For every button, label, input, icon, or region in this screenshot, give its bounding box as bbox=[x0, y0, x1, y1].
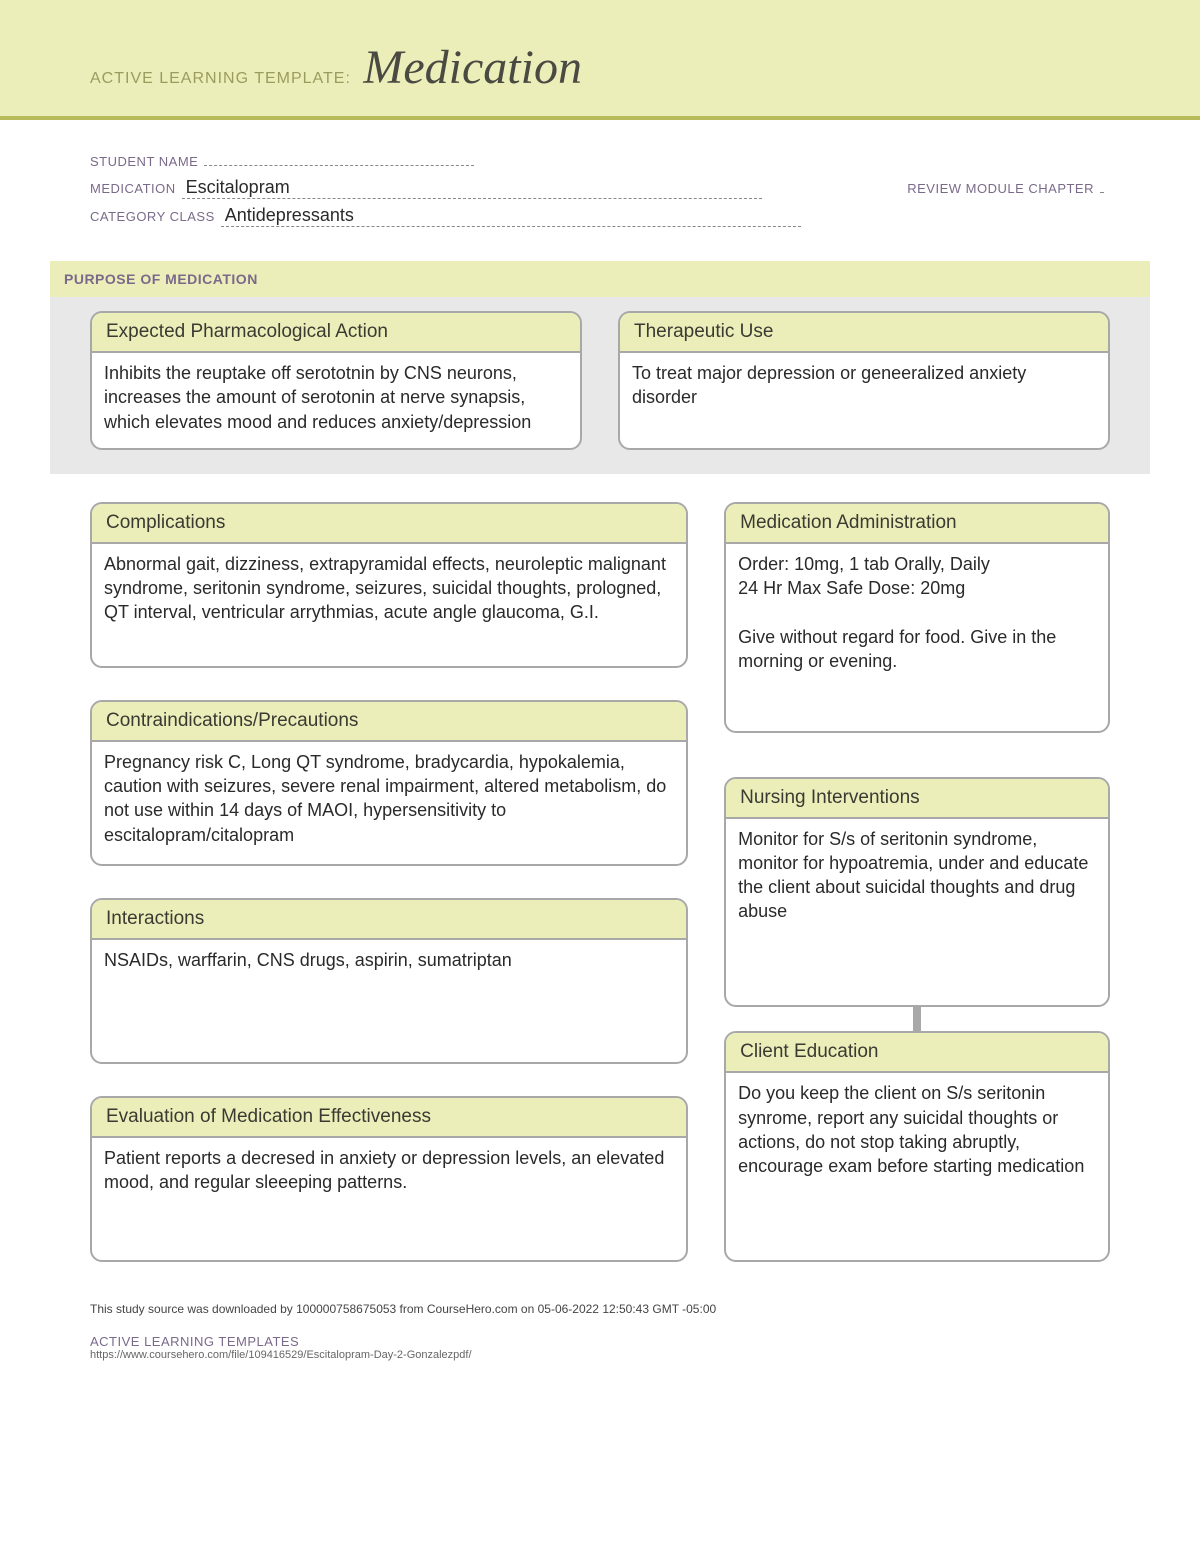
student-name-field[interactable] bbox=[204, 148, 474, 166]
contraindications-title: Contraindications/Precautions bbox=[92, 702, 686, 742]
client-education-title: Client Education bbox=[726, 1033, 1108, 1073]
right-column: Medication Administration Order: 10mg, 1… bbox=[724, 502, 1110, 1262]
connector-line bbox=[913, 1007, 921, 1031]
interactions-body: NSAIDs, warffarin, CNS drugs, aspirin, s… bbox=[92, 940, 686, 1050]
medication-admin-card: Medication Administration Order: 10mg, 1… bbox=[724, 502, 1110, 733]
medication-admin-title: Medication Administration bbox=[726, 504, 1108, 544]
therapeutic-use-card: Therapeutic Use To treat major depressio… bbox=[618, 311, 1110, 450]
purpose-section: PURPOSE OF MEDICATION Expected Pharmacol… bbox=[50, 261, 1150, 474]
therapeutic-use-title: Therapeutic Use bbox=[620, 313, 1108, 353]
review-chapter-field[interactable] bbox=[1100, 175, 1104, 193]
client-education-body: Do you keep the client on S/s seritonin … bbox=[726, 1073, 1108, 1262]
nursing-interventions-card: Nursing Interventions Monitor for S/s of… bbox=[724, 777, 1110, 1008]
page-footer: This study source was downloaded by 1000… bbox=[90, 1302, 1110, 1361]
nursing-interventions-body: Monitor for S/s of seritonin syndrome, m… bbox=[726, 819, 1108, 999]
client-education-card: Client Education Do you keep the client … bbox=[724, 1031, 1110, 1262]
header-banner: ACTIVE LEARNING TEMPLATE: Medication bbox=[0, 0, 1200, 120]
left-column: Complications Abnormal gait, dizziness, … bbox=[90, 502, 688, 1262]
interactions-card: Interactions NSAIDs, warffarin, CNS drug… bbox=[90, 898, 688, 1064]
evaluation-card: Evaluation of Medication Effectiveness P… bbox=[90, 1096, 688, 1262]
category-class-field[interactable]: Antidepressants bbox=[221, 205, 801, 227]
evaluation-body: Patient reports a decresed in anxiety or… bbox=[92, 1138, 686, 1258]
interactions-title: Interactions bbox=[92, 900, 686, 940]
category-class-label: CATEGORY CLASS bbox=[90, 209, 215, 224]
banner-title: Medication bbox=[363, 40, 582, 95]
therapeutic-use-body: To treat major depression or geneeralize… bbox=[620, 353, 1108, 424]
pharma-action-title: Expected Pharmacological Action bbox=[92, 313, 580, 353]
main-columns: Complications Abnormal gait, dizziness, … bbox=[90, 502, 1110, 1262]
complications-title: Complications bbox=[92, 504, 686, 544]
purpose-section-title: PURPOSE OF MEDICATION bbox=[50, 261, 1150, 297]
banner-prefix: ACTIVE LEARNING TEMPLATE: bbox=[90, 70, 351, 88]
download-note: This study source was downloaded by 1000… bbox=[90, 1302, 1110, 1316]
source-url: https://www.coursehero.com/file/10941652… bbox=[90, 1349, 1110, 1361]
medication-admin-body: Order: 10mg, 1 tab Orally, Daily 24 Hr M… bbox=[726, 544, 1108, 733]
complications-card: Complications Abnormal gait, dizziness, … bbox=[90, 502, 688, 668]
nursing-interventions-title: Nursing Interventions bbox=[726, 779, 1108, 819]
pharma-action-card: Expected Pharmacological Action Inhibits… bbox=[90, 311, 582, 450]
medication-field[interactable]: Escitalopram bbox=[182, 177, 762, 199]
complications-body: Abnormal gait, dizziness, extrapyramidal… bbox=[92, 544, 686, 639]
student-name-label: STUDENT NAME bbox=[90, 154, 198, 169]
contraindications-card: Contraindications/Precautions Pregnancy … bbox=[90, 700, 688, 866]
pharma-action-body: Inhibits the reuptake off serototnin by … bbox=[92, 353, 580, 448]
review-chapter-label: REVIEW MODULE CHAPTER bbox=[907, 181, 1094, 196]
contraindications-body: Pregnancy risk C, Long QT syndrome, brad… bbox=[92, 742, 686, 861]
templates-label: ACTIVE LEARNING TEMPLATES bbox=[90, 1334, 1110, 1349]
medication-label: MEDICATION bbox=[90, 181, 176, 196]
form-header: STUDENT NAME MEDICATION Escitalopram REV… bbox=[0, 120, 1200, 243]
evaluation-title: Evaluation of Medication Effectiveness bbox=[92, 1098, 686, 1138]
